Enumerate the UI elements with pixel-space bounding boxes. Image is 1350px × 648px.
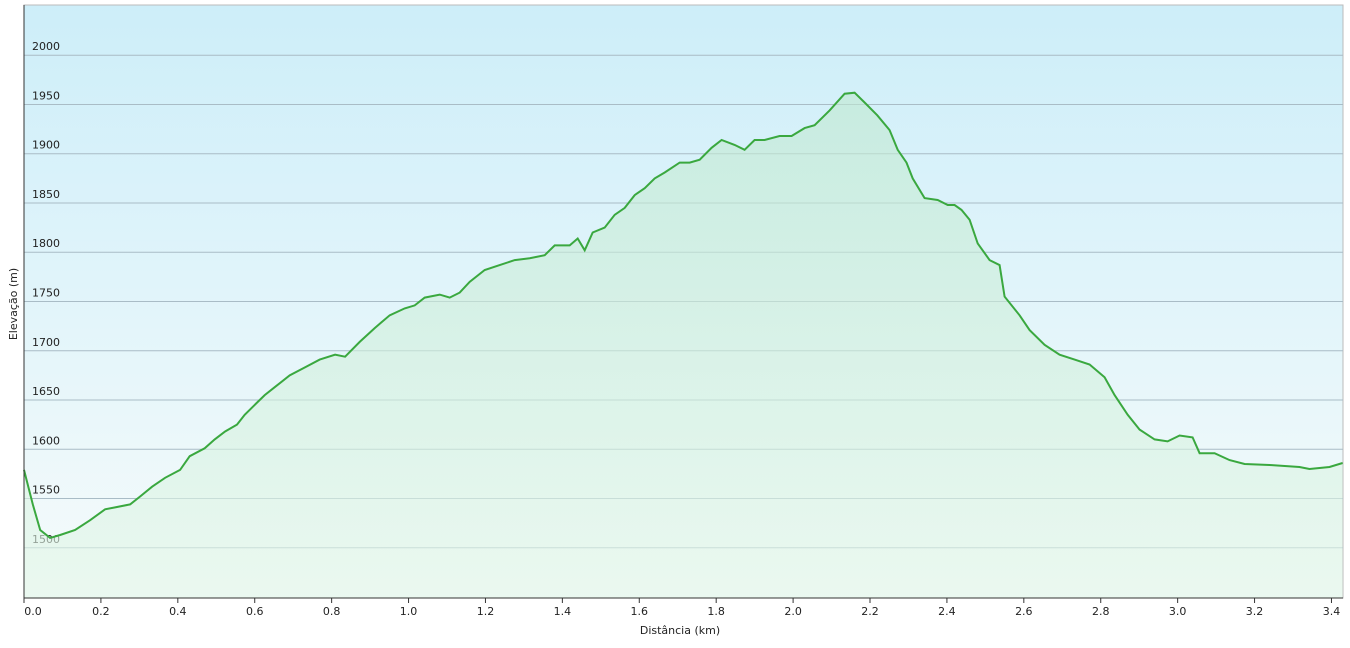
x-tick-label: 3.4 bbox=[1323, 605, 1341, 618]
area bbox=[24, 92, 1343, 598]
x-tick-label: 0.8 bbox=[323, 605, 341, 618]
x-tick-label: 1.4 bbox=[554, 605, 572, 618]
x-tick-label: 2.0 bbox=[784, 605, 802, 618]
x-axis-label: Distância (km) bbox=[640, 624, 720, 637]
x-tick-label: 0.4 bbox=[169, 605, 187, 618]
y-tick-label: 1750 bbox=[32, 287, 60, 300]
x-tick-label: 2.4 bbox=[938, 605, 956, 618]
x-tick-label: 2.8 bbox=[1092, 605, 1110, 618]
y-tick-label: 1900 bbox=[32, 139, 60, 152]
x-tick-label: 1.0 bbox=[400, 605, 418, 618]
x-tick-label: 1.8 bbox=[707, 605, 725, 618]
y-tick-label: 1800 bbox=[32, 237, 60, 250]
y-tick-label: 1850 bbox=[32, 188, 60, 201]
y-tick-label: 1650 bbox=[32, 385, 60, 398]
x-tick-label: 2.6 bbox=[1015, 605, 1033, 618]
x-tick-label: 3.0 bbox=[1169, 605, 1187, 618]
x-tick-label: 1.6 bbox=[631, 605, 649, 618]
x-tick-label: 0.6 bbox=[246, 605, 264, 618]
y-tick-label: 2000 bbox=[32, 40, 60, 53]
x-tick-label: 0.2 bbox=[92, 605, 110, 618]
y-tick-label: 1700 bbox=[32, 336, 60, 349]
y-axis-label: Elevação (m) bbox=[7, 268, 20, 340]
x-tick-label: 0.0 bbox=[24, 605, 42, 618]
x-tick-label: 3.2 bbox=[1246, 605, 1264, 618]
y-tick-label: 1950 bbox=[32, 89, 60, 102]
y-tick-label: 1600 bbox=[32, 434, 60, 447]
line bbox=[23, 91, 1343, 540]
y-tick-label: 1550 bbox=[32, 484, 60, 497]
x-tick-label: 1.2 bbox=[477, 605, 495, 618]
x-tick-label: 2.2 bbox=[861, 605, 879, 618]
